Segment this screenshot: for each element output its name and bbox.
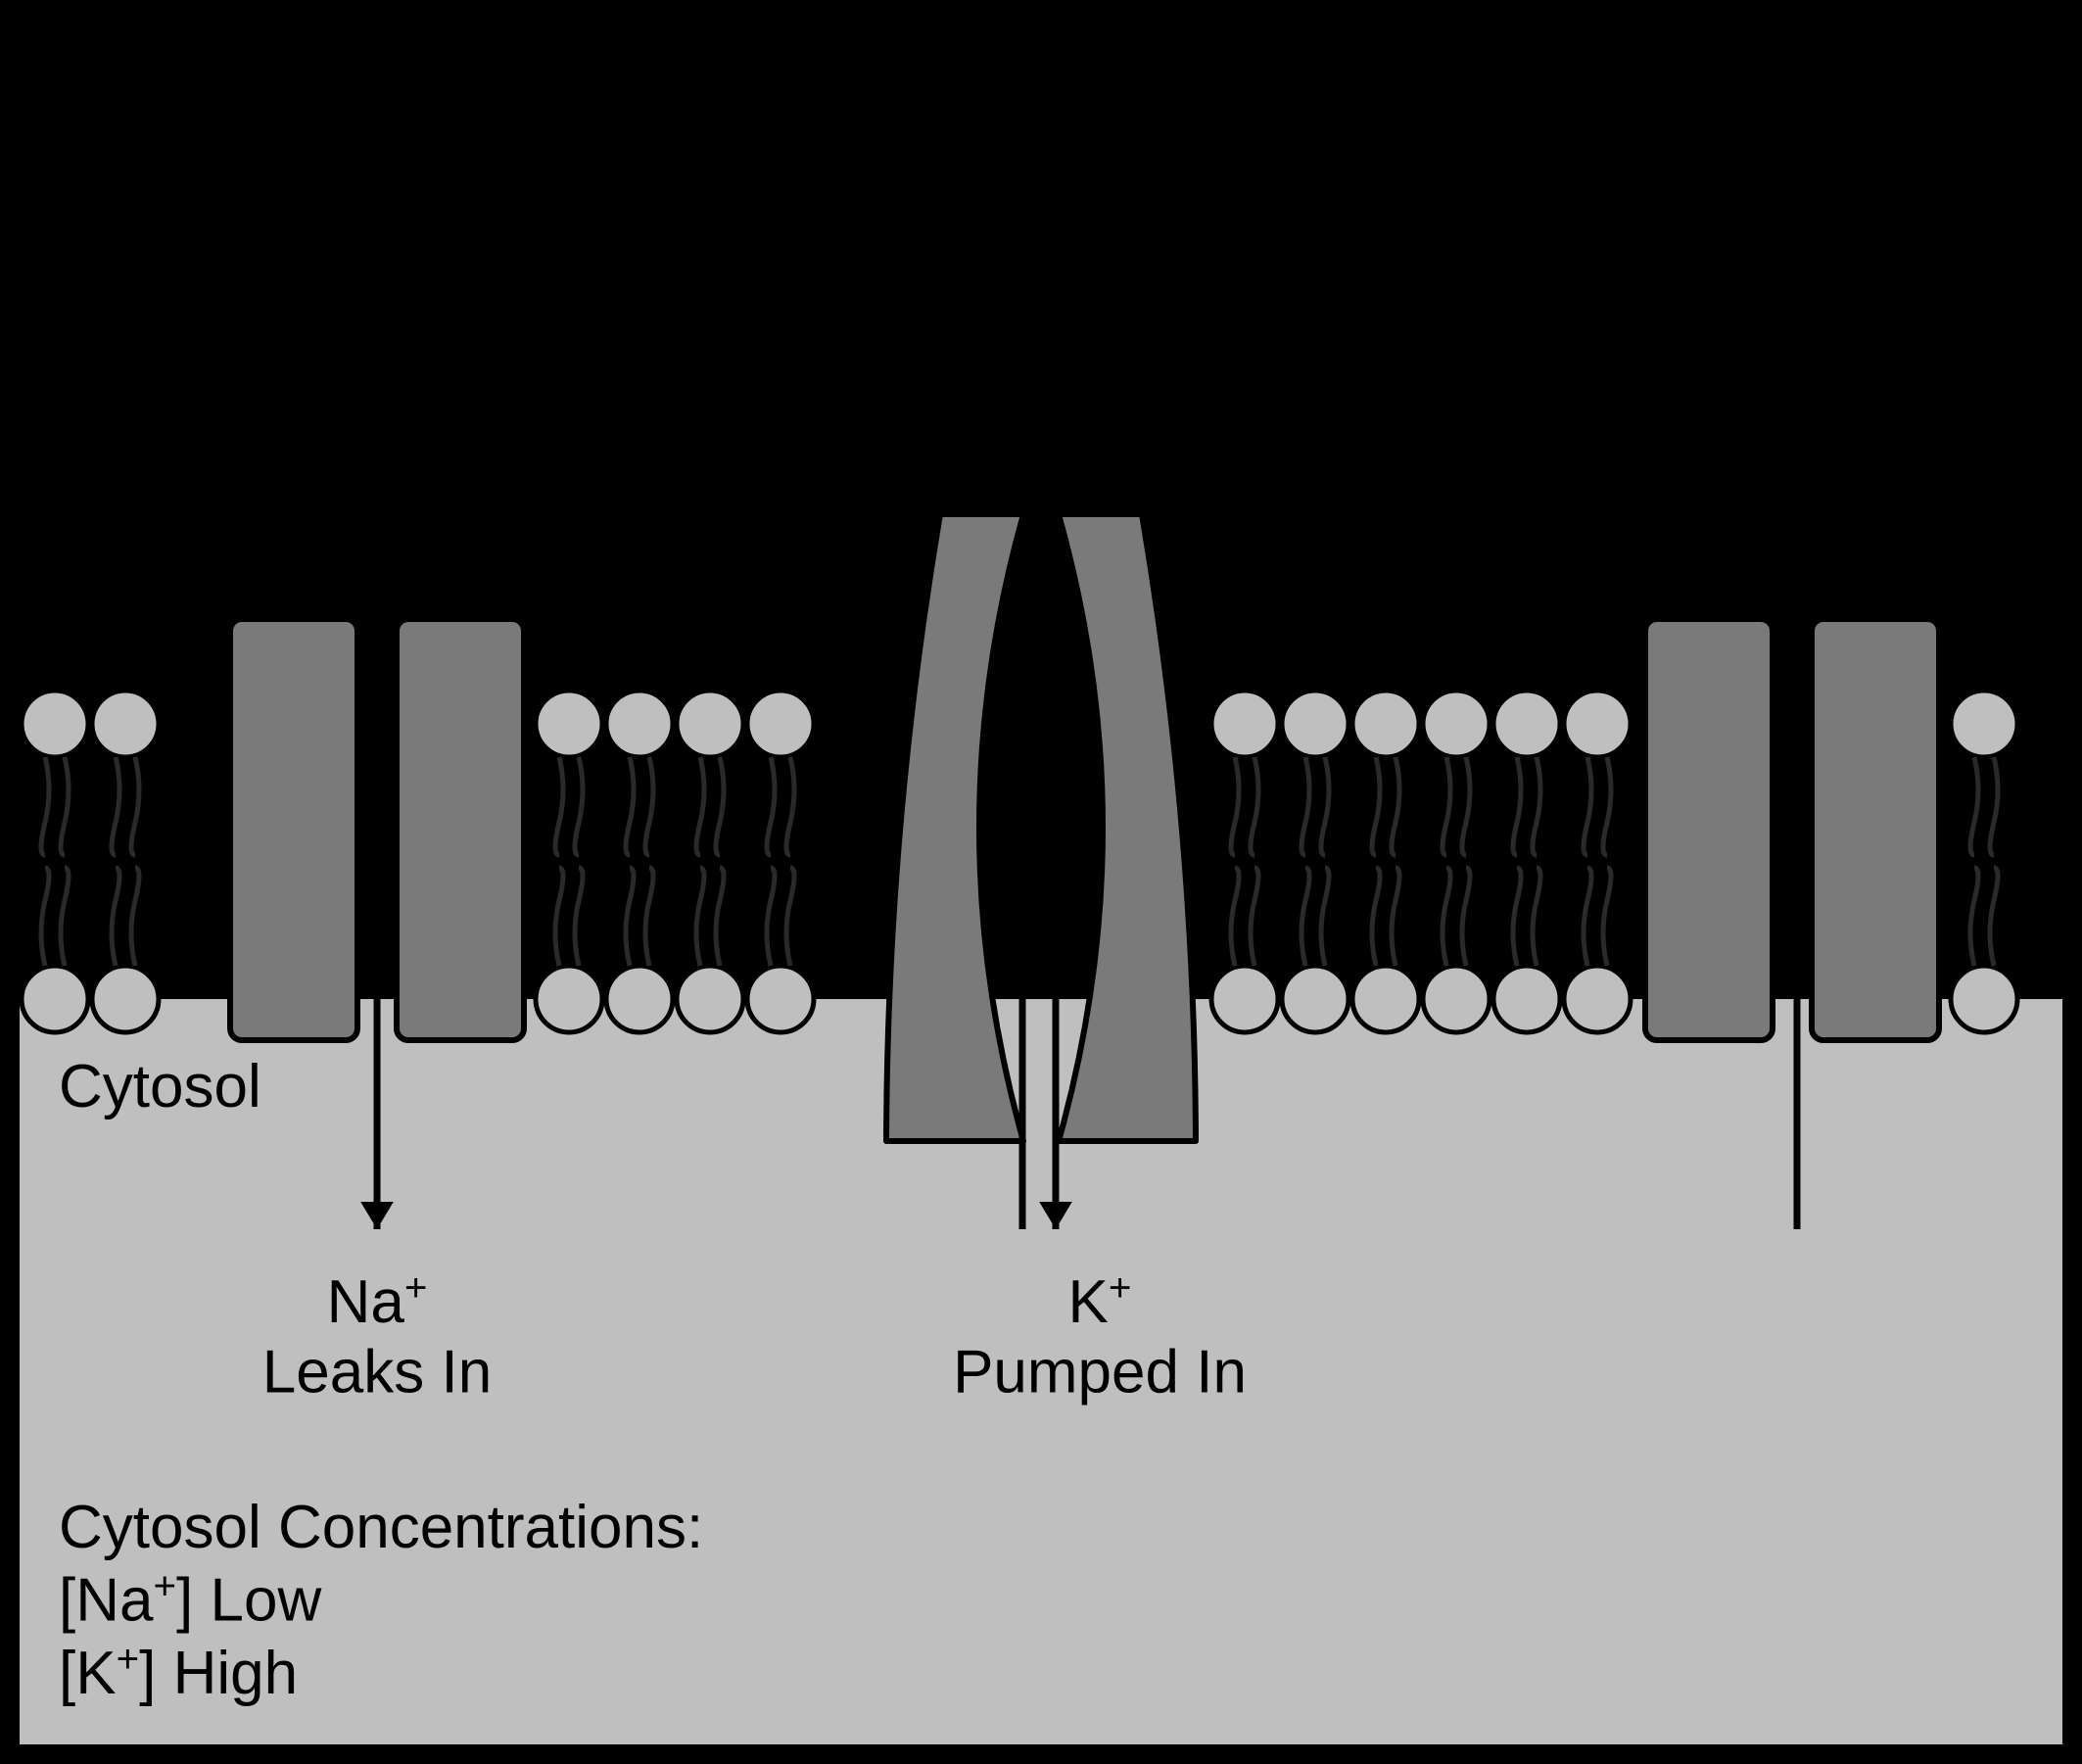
- lipid-head: [1352, 691, 1419, 757]
- conc-title: Cytosol Concentrations:: [59, 1494, 703, 1561]
- lipid-head: [22, 691, 88, 757]
- lipid-head: [1564, 691, 1631, 757]
- diagram-frame: CytosolNa+Leaks InK+Pumped InCytosol Con…: [0, 0, 2082, 1764]
- lipid-head: [1951, 691, 2017, 757]
- na-action: Leaks In: [262, 1338, 492, 1406]
- lipid-head: [606, 966, 673, 1032]
- lipid-head: [677, 966, 743, 1032]
- lipid-head: [747, 966, 814, 1032]
- lipid-head: [1423, 966, 1490, 1032]
- lipid-head: [1211, 966, 1278, 1032]
- lipid-head: [92, 691, 159, 757]
- lipid-head: [1352, 966, 1419, 1032]
- lipid-head: [22, 966, 88, 1032]
- k-action: Pumped In: [953, 1338, 1247, 1406]
- lipid-head: [1282, 966, 1349, 1032]
- lipid-head: [747, 691, 814, 757]
- na-leak-channel: [230, 619, 357, 1040]
- lipid-head: [1282, 691, 1349, 757]
- lipid-head: [677, 691, 743, 757]
- lipid-head: [536, 691, 602, 757]
- lipid-head: [1211, 691, 1278, 757]
- diagram-svg: CytosolNa+Leaks InK+Pumped InCytosol Con…: [20, 20, 2062, 1744]
- lipid-head: [1423, 691, 1490, 757]
- lipid-head: [1493, 966, 1560, 1032]
- right-channel: [1645, 619, 1773, 1040]
- lipid-head: [1951, 966, 2017, 1032]
- lipid-head: [1493, 691, 1560, 757]
- lipid-head: [1564, 966, 1631, 1032]
- lipid-head: [606, 691, 673, 757]
- na-leak-channel: [397, 619, 524, 1040]
- lipid-head: [92, 966, 159, 1032]
- cytosol-label: Cytosol: [59, 1053, 261, 1120]
- conc-k: [K+] High: [59, 1636, 298, 1707]
- right-channel: [1812, 619, 1939, 1040]
- conc-na: [Na+] Low: [59, 1563, 321, 1635]
- lipid-head: [536, 966, 602, 1032]
